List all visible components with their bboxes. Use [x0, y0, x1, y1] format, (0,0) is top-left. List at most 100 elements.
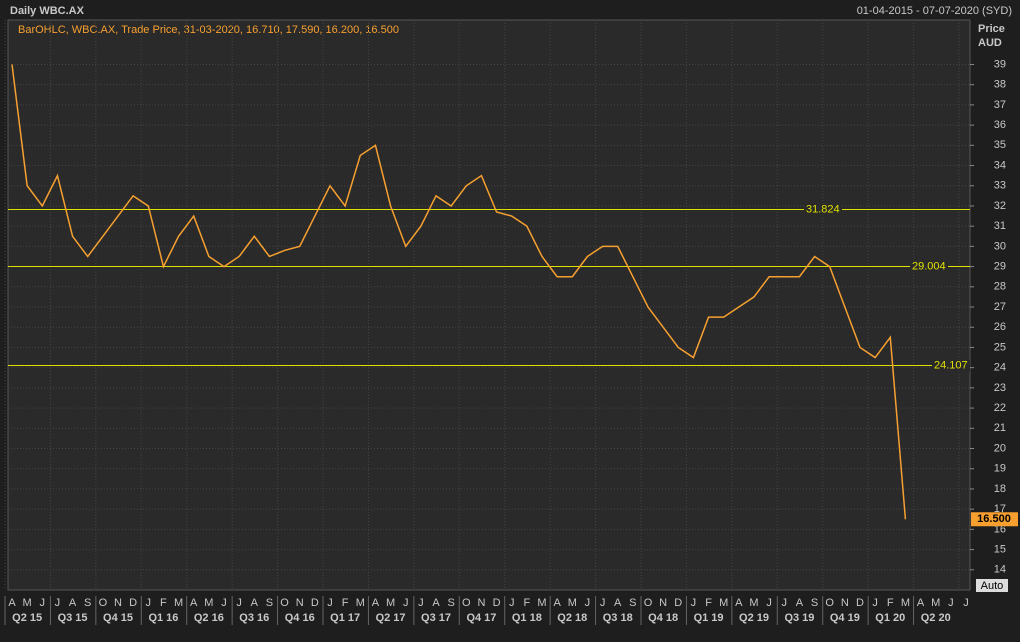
x-tick-label: J: [948, 597, 954, 609]
quarter-label: Q1 16: [148, 612, 178, 624]
x-tick-label: J: [221, 597, 227, 609]
x-tick-label: D: [674, 597, 682, 609]
x-tick-label: M: [386, 597, 395, 609]
quarter-label: Q1 17: [330, 612, 360, 624]
x-tick-label: M: [204, 597, 213, 609]
x-tick-label: N: [477, 597, 485, 609]
quarter-label: Q2 20: [921, 612, 951, 624]
x-tick-label: J: [585, 597, 591, 609]
y-tick-label: 22: [994, 402, 1006, 414]
x-tick-label: S: [447, 597, 454, 609]
y-tick-label: 37: [994, 99, 1006, 111]
x-tick-label: O: [462, 597, 471, 609]
x-tick-label: J: [418, 597, 424, 609]
y-tick-label: 18: [994, 483, 1006, 495]
quarter-label: Q2 17: [376, 612, 406, 624]
x-tick-label: S: [84, 597, 91, 609]
y-tick-label: 38: [994, 79, 1006, 91]
x-tick-label: A: [735, 597, 743, 609]
x-tick-label: S: [629, 597, 636, 609]
quarter-label: Q3 17: [421, 612, 451, 624]
y-tick-label: 17: [994, 503, 1006, 515]
x-tick-label: A: [553, 597, 561, 609]
x-tick-label: O: [825, 597, 834, 609]
x-tick-label: M: [568, 597, 577, 609]
plot-area: [7, 19, 971, 591]
y-tick-label: 36: [994, 119, 1006, 131]
y-tick-label: 34: [994, 159, 1006, 171]
x-tick-label: O: [280, 597, 289, 609]
x-tick-label: M: [23, 597, 32, 609]
quarter-label: Q3 18: [603, 612, 633, 624]
quarter-label: Q2 15: [12, 612, 42, 624]
x-tick-label: A: [917, 597, 925, 609]
y-tick-label: 14: [994, 564, 1006, 576]
y-label: Price: [978, 23, 1005, 35]
level-label-bg: [804, 203, 842, 216]
quarter-label: Q4 15: [103, 612, 133, 624]
x-tick-label: M: [356, 597, 365, 609]
x-tick-label: M: [537, 597, 546, 609]
x-tick-label: N: [841, 597, 849, 609]
x-tick-label: F: [160, 597, 167, 609]
x-tick-label: M: [719, 597, 728, 609]
x-tick-label: J: [327, 597, 333, 609]
x-tick-label: D: [493, 597, 501, 609]
auto-button[interactable]: [976, 579, 1008, 592]
x-tick-label: M: [749, 597, 758, 609]
y-tick-label: 29: [994, 261, 1006, 273]
x-tick-label: J: [872, 597, 878, 609]
x-tick-label: D: [129, 597, 137, 609]
x-tick-label: J: [691, 597, 697, 609]
y-tick-label: 33: [994, 180, 1006, 192]
auto-label[interactable]: Auto: [981, 580, 1004, 592]
y-tick-label: 23: [994, 382, 1006, 394]
x-tick-label: J: [963, 597, 969, 609]
x-tick-label: N: [296, 597, 304, 609]
x-tick-label: A: [251, 597, 259, 609]
x-tick-label: S: [266, 597, 273, 609]
y-tick-label: 25: [994, 341, 1006, 353]
x-tick-label: N: [659, 597, 667, 609]
quarter-label: Q3 19: [784, 612, 814, 624]
x-tick-label: F: [342, 597, 349, 609]
x-tick-label: A: [372, 597, 380, 609]
x-tick-label: N: [114, 597, 122, 609]
x-tick-label: D: [856, 597, 864, 609]
x-tick-label: A: [796, 597, 804, 609]
quarter-label: Q4 19: [830, 612, 860, 624]
y-tick-label: 35: [994, 139, 1006, 151]
quarter-label: Q4 17: [466, 612, 496, 624]
x-tick-label: O: [644, 597, 653, 609]
y-unit: AUD: [978, 37, 1002, 49]
quarter-label: Q4 18: [648, 612, 678, 624]
level-label: 24.107: [934, 359, 968, 371]
x-tick-label: M: [174, 597, 183, 609]
x-tick-label: J: [782, 597, 788, 609]
y-tick-label: 26: [994, 321, 1006, 333]
quarter-label: Q2 16: [194, 612, 224, 624]
x-tick-label: A: [8, 597, 16, 609]
y-tick-label: 28: [994, 281, 1006, 293]
quarter-label: Q4 16: [285, 612, 315, 624]
x-tick-label: J: [509, 597, 515, 609]
x-tick-label: F: [523, 597, 530, 609]
legend: BarOHLC, WBC.AX, Trade Price, 31-03-2020…: [18, 24, 399, 36]
y-tick-label: 19: [994, 463, 1006, 475]
quarter-label: Q2 19: [739, 612, 769, 624]
x-tick-label: J: [146, 597, 152, 609]
y-tick-label: 30: [994, 240, 1006, 252]
quarter-label: Q1 18: [512, 612, 542, 624]
x-tick-label: F: [887, 597, 894, 609]
y-tick-label: 16: [994, 523, 1006, 535]
y-tick-label: 27: [994, 301, 1006, 313]
y-tick-label: 24: [994, 362, 1006, 374]
level-label: 31.824: [806, 203, 840, 215]
date-range: 01-04-2015 - 07-07-2020 (SYD): [857, 5, 1012, 17]
x-tick-label: J: [55, 597, 61, 609]
level-label: 29.004: [912, 260, 946, 272]
x-tick-label: J: [766, 597, 772, 609]
x-tick-label: M: [931, 597, 940, 609]
quarter-label: Q1 20: [875, 612, 905, 624]
x-tick-label: J: [600, 597, 606, 609]
